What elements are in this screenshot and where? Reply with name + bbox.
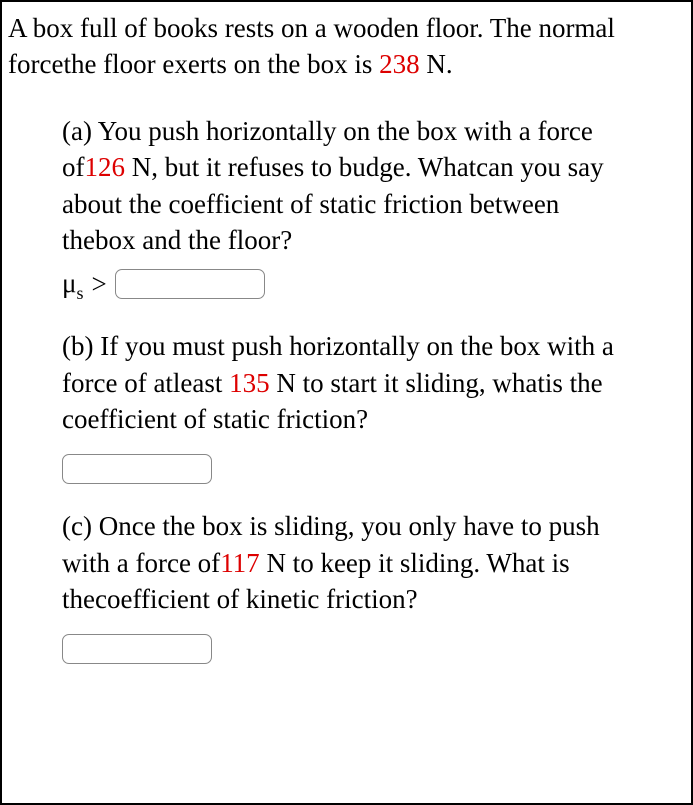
part-b-input-row	[62, 448, 631, 485]
greater-than-symbol: >	[92, 266, 107, 302]
problem-container: A box full of books rests on a wooden fl…	[0, 0, 693, 805]
part-a-value-1: 126	[85, 152, 126, 182]
part-b-value-1: 135	[229, 368, 270, 398]
part-c: (c) Once the box is sliding, you only ha…	[2, 508, 681, 664]
intro-text-2: N.	[420, 49, 453, 79]
intro-value-1: 238	[379, 49, 420, 79]
part-b-answer-input[interactable]	[62, 454, 212, 484]
mu-symbol: μ	[62, 268, 76, 298]
problem-intro: A box full of books rests on a wooden fl…	[2, 10, 681, 83]
mu-s-label: μs	[62, 265, 84, 305]
mu-subscript: s	[76, 283, 83, 303]
intro-text-1: A box full of books rests on a wooden fl…	[8, 13, 615, 79]
part-c-value-1: 117	[220, 548, 260, 578]
part-b: (b) If you must push horizontally on the…	[2, 328, 681, 484]
part-a-text-2: N, but it refuses to budge. Whatcan you …	[62, 152, 604, 255]
part-a: (a) You push horizontally on the box wit…	[2, 113, 681, 304]
part-c-answer-input[interactable]	[62, 634, 212, 664]
part-a-answer-input[interactable]	[115, 269, 265, 299]
part-c-input-row	[62, 627, 631, 664]
part-a-formula: μs >	[62, 265, 631, 305]
